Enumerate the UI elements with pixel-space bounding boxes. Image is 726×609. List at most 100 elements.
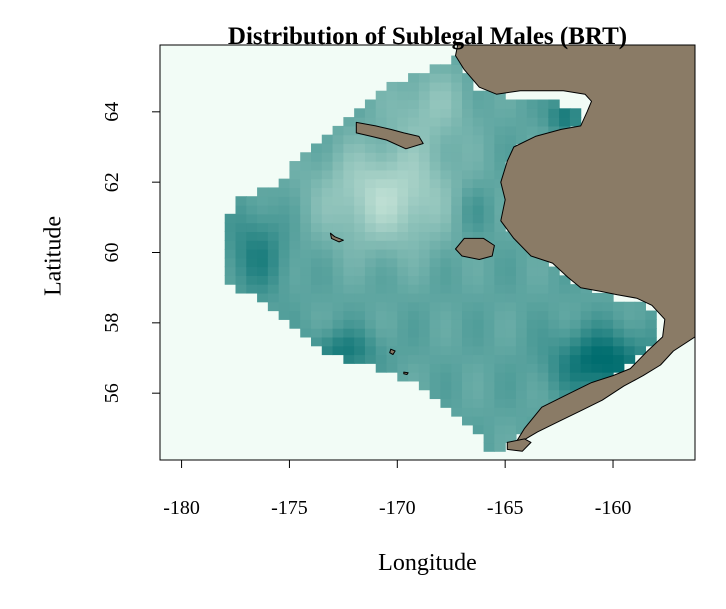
grid-cell [375,354,388,364]
grid-cell [494,117,506,127]
grid-cell [386,152,398,162]
grid-cell [634,319,646,329]
grid-cell [321,336,334,347]
grid-cell [559,380,571,391]
grid-cell [375,310,388,320]
grid-cell [462,143,474,153]
grid-cell [418,134,431,145]
grid-cell [354,248,366,259]
grid-cell [505,143,517,153]
grid-cell [321,275,334,285]
grid-cell [332,336,344,347]
grid-cell [386,117,398,127]
grid-cell [569,354,582,364]
grid-cell [483,398,495,408]
grid-cell [397,240,409,250]
grid-cell [408,222,420,232]
grid-cell [440,240,452,250]
grid-cell [462,354,474,364]
y-tick-label: 58 [101,313,123,333]
grid-cell [343,178,355,189]
grid-cell [364,354,377,364]
grid-cell [472,284,485,294]
grid-cell [386,301,398,312]
grid-cell [580,354,593,364]
grid-cell [451,222,463,232]
grid-cell [418,292,431,303]
grid-cell [537,125,549,136]
grid-cell [418,372,431,382]
grid-cell [418,187,431,197]
grid-cell [332,284,344,294]
grid-cell [451,134,463,145]
grid-cell [278,275,291,285]
grid-cell [591,372,603,382]
grid-cell [429,301,442,312]
grid-cell [343,354,355,364]
grid-cell [548,380,560,391]
grid-cell [343,284,355,294]
grid-cell [569,380,582,391]
grid-cell [343,240,355,250]
grid-cell [440,275,452,285]
grid-cell [332,266,344,276]
grid-cell [537,398,549,408]
grid-cell [472,257,485,268]
grid-cell [483,257,495,268]
grid-cell [364,231,377,241]
grid-cell [634,345,646,356]
grid-cell [472,169,485,180]
land-area [329,232,344,243]
grid-cell [408,275,420,285]
grid-cell [354,275,366,285]
grid-cell [559,310,571,320]
grid-cell [462,81,474,92]
grid-cell [354,354,366,364]
grid-cell [354,231,366,241]
grid-cell [526,372,539,382]
grid-cell [494,196,506,206]
grid-cell [397,231,409,241]
grid-cell [526,407,539,417]
grid-cell [537,108,549,118]
grid-cell [526,310,539,320]
grid-cell [300,152,312,162]
grid-cell [537,99,549,109]
grid-cell [397,99,409,109]
grid-cell [408,345,420,356]
grid-cell [472,152,485,162]
grid-cell [602,336,614,347]
grid-cell [462,398,474,408]
grid-cell [289,161,301,171]
grid-cell [364,169,377,180]
grid-cell [451,372,463,382]
grid-cell [418,222,431,232]
grid-cell [418,213,431,224]
grid-cell [462,187,474,197]
grid-cell [494,178,506,189]
grid-cell [418,363,431,373]
grid-cell [526,266,539,276]
grid-cell [321,266,334,276]
grid-cell [515,292,528,303]
grid-cell [343,134,355,145]
grid-cell [418,328,431,338]
grid-cell [483,108,495,118]
grid-cell [537,275,549,285]
grid-cell [257,205,269,215]
grid-cell [332,231,344,241]
grid-cell [548,117,560,127]
grid-cell [515,328,528,338]
grid-cell [515,99,528,109]
grid-cell [580,310,593,320]
grid-cell [321,152,334,162]
grid-cell [418,336,431,347]
grid-cell [397,248,409,259]
grid-cell [515,248,528,259]
grid-cell [246,257,258,268]
grid-cell [397,125,409,136]
grid-cell [451,196,463,206]
grid-cell [386,222,398,232]
grid-cell [332,240,344,250]
grid-cell [483,178,495,189]
